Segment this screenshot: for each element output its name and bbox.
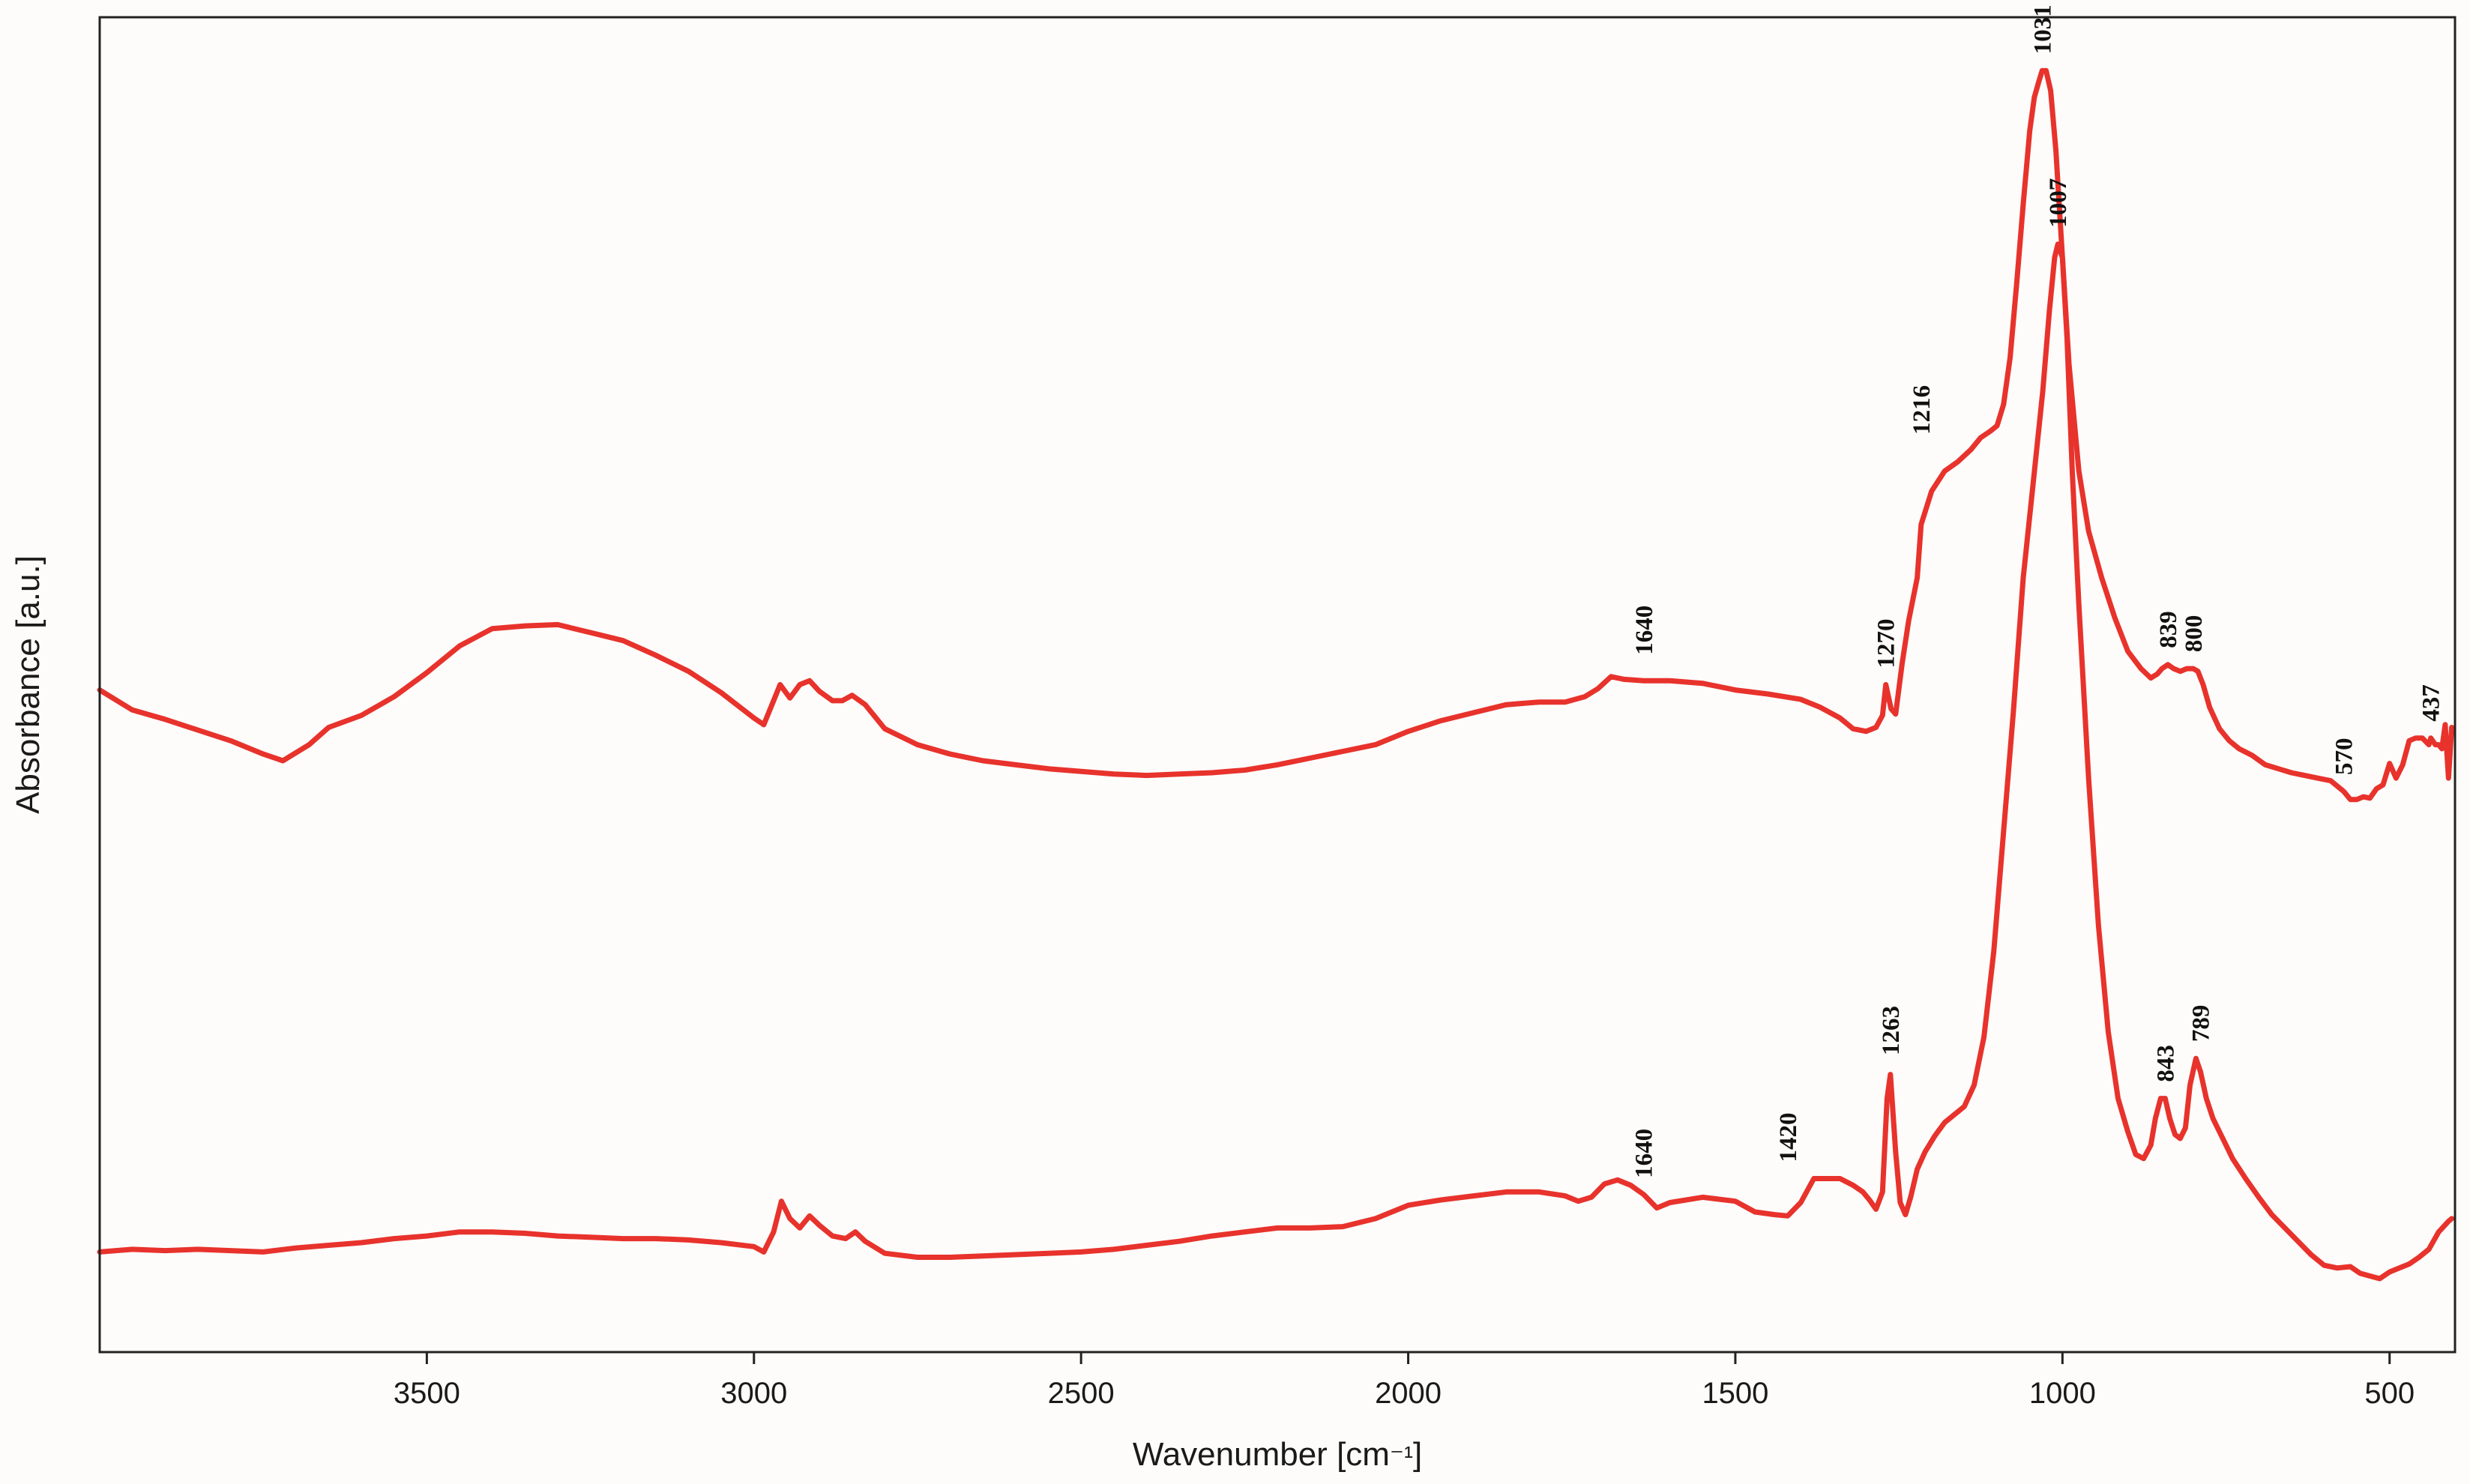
series-layer (97, 67, 2455, 1282)
peak-label: 800 (2181, 615, 2208, 653)
x-tick-label: 1500 (1702, 1377, 1768, 1410)
peak-label: 843 (2152, 1045, 2179, 1082)
x-tick-label: 500 (2364, 1377, 2415, 1410)
x-tick-label: 2500 (1048, 1377, 1115, 1410)
x-tick-label: 3500 (394, 1377, 460, 1410)
peak-label: 839 (2155, 611, 2182, 648)
peak-label: 1216 (1909, 385, 1936, 435)
peak-label: 1640 (1631, 606, 1658, 655)
peak-label: 1270 (1873, 619, 1900, 669)
peak-label: 1640 (1631, 1129, 1658, 1178)
peak-label: 1420 (1775, 1112, 1802, 1162)
x-tick-layer: 3500 3000 2500 2000 1500 1000 500 (394, 1352, 2415, 1410)
peak-label: 789 (2187, 1005, 2214, 1043)
spectrum-line-2 (97, 241, 2455, 1282)
peak-label: 437 (2418, 684, 2445, 722)
peak-label: 1031 (2029, 4, 2056, 54)
peak-label: 1007 (2045, 178, 2072, 228)
peak-label: 570 (2331, 738, 2358, 775)
y-axis-title: Absorbance [a.u.] (10, 555, 46, 814)
x-axis-title: Wavenumber [cm⁻¹] (1133, 1436, 1422, 1473)
x-tick-label: 1000 (2029, 1377, 2096, 1410)
x-tick-label: 2000 (1375, 1377, 1442, 1410)
plot-frame (98, 16, 2457, 1354)
peak-label: 1263 (1878, 1006, 1905, 1055)
spectrum-line-1 (97, 67, 2455, 803)
x-tick-label: 3000 (720, 1377, 787, 1410)
